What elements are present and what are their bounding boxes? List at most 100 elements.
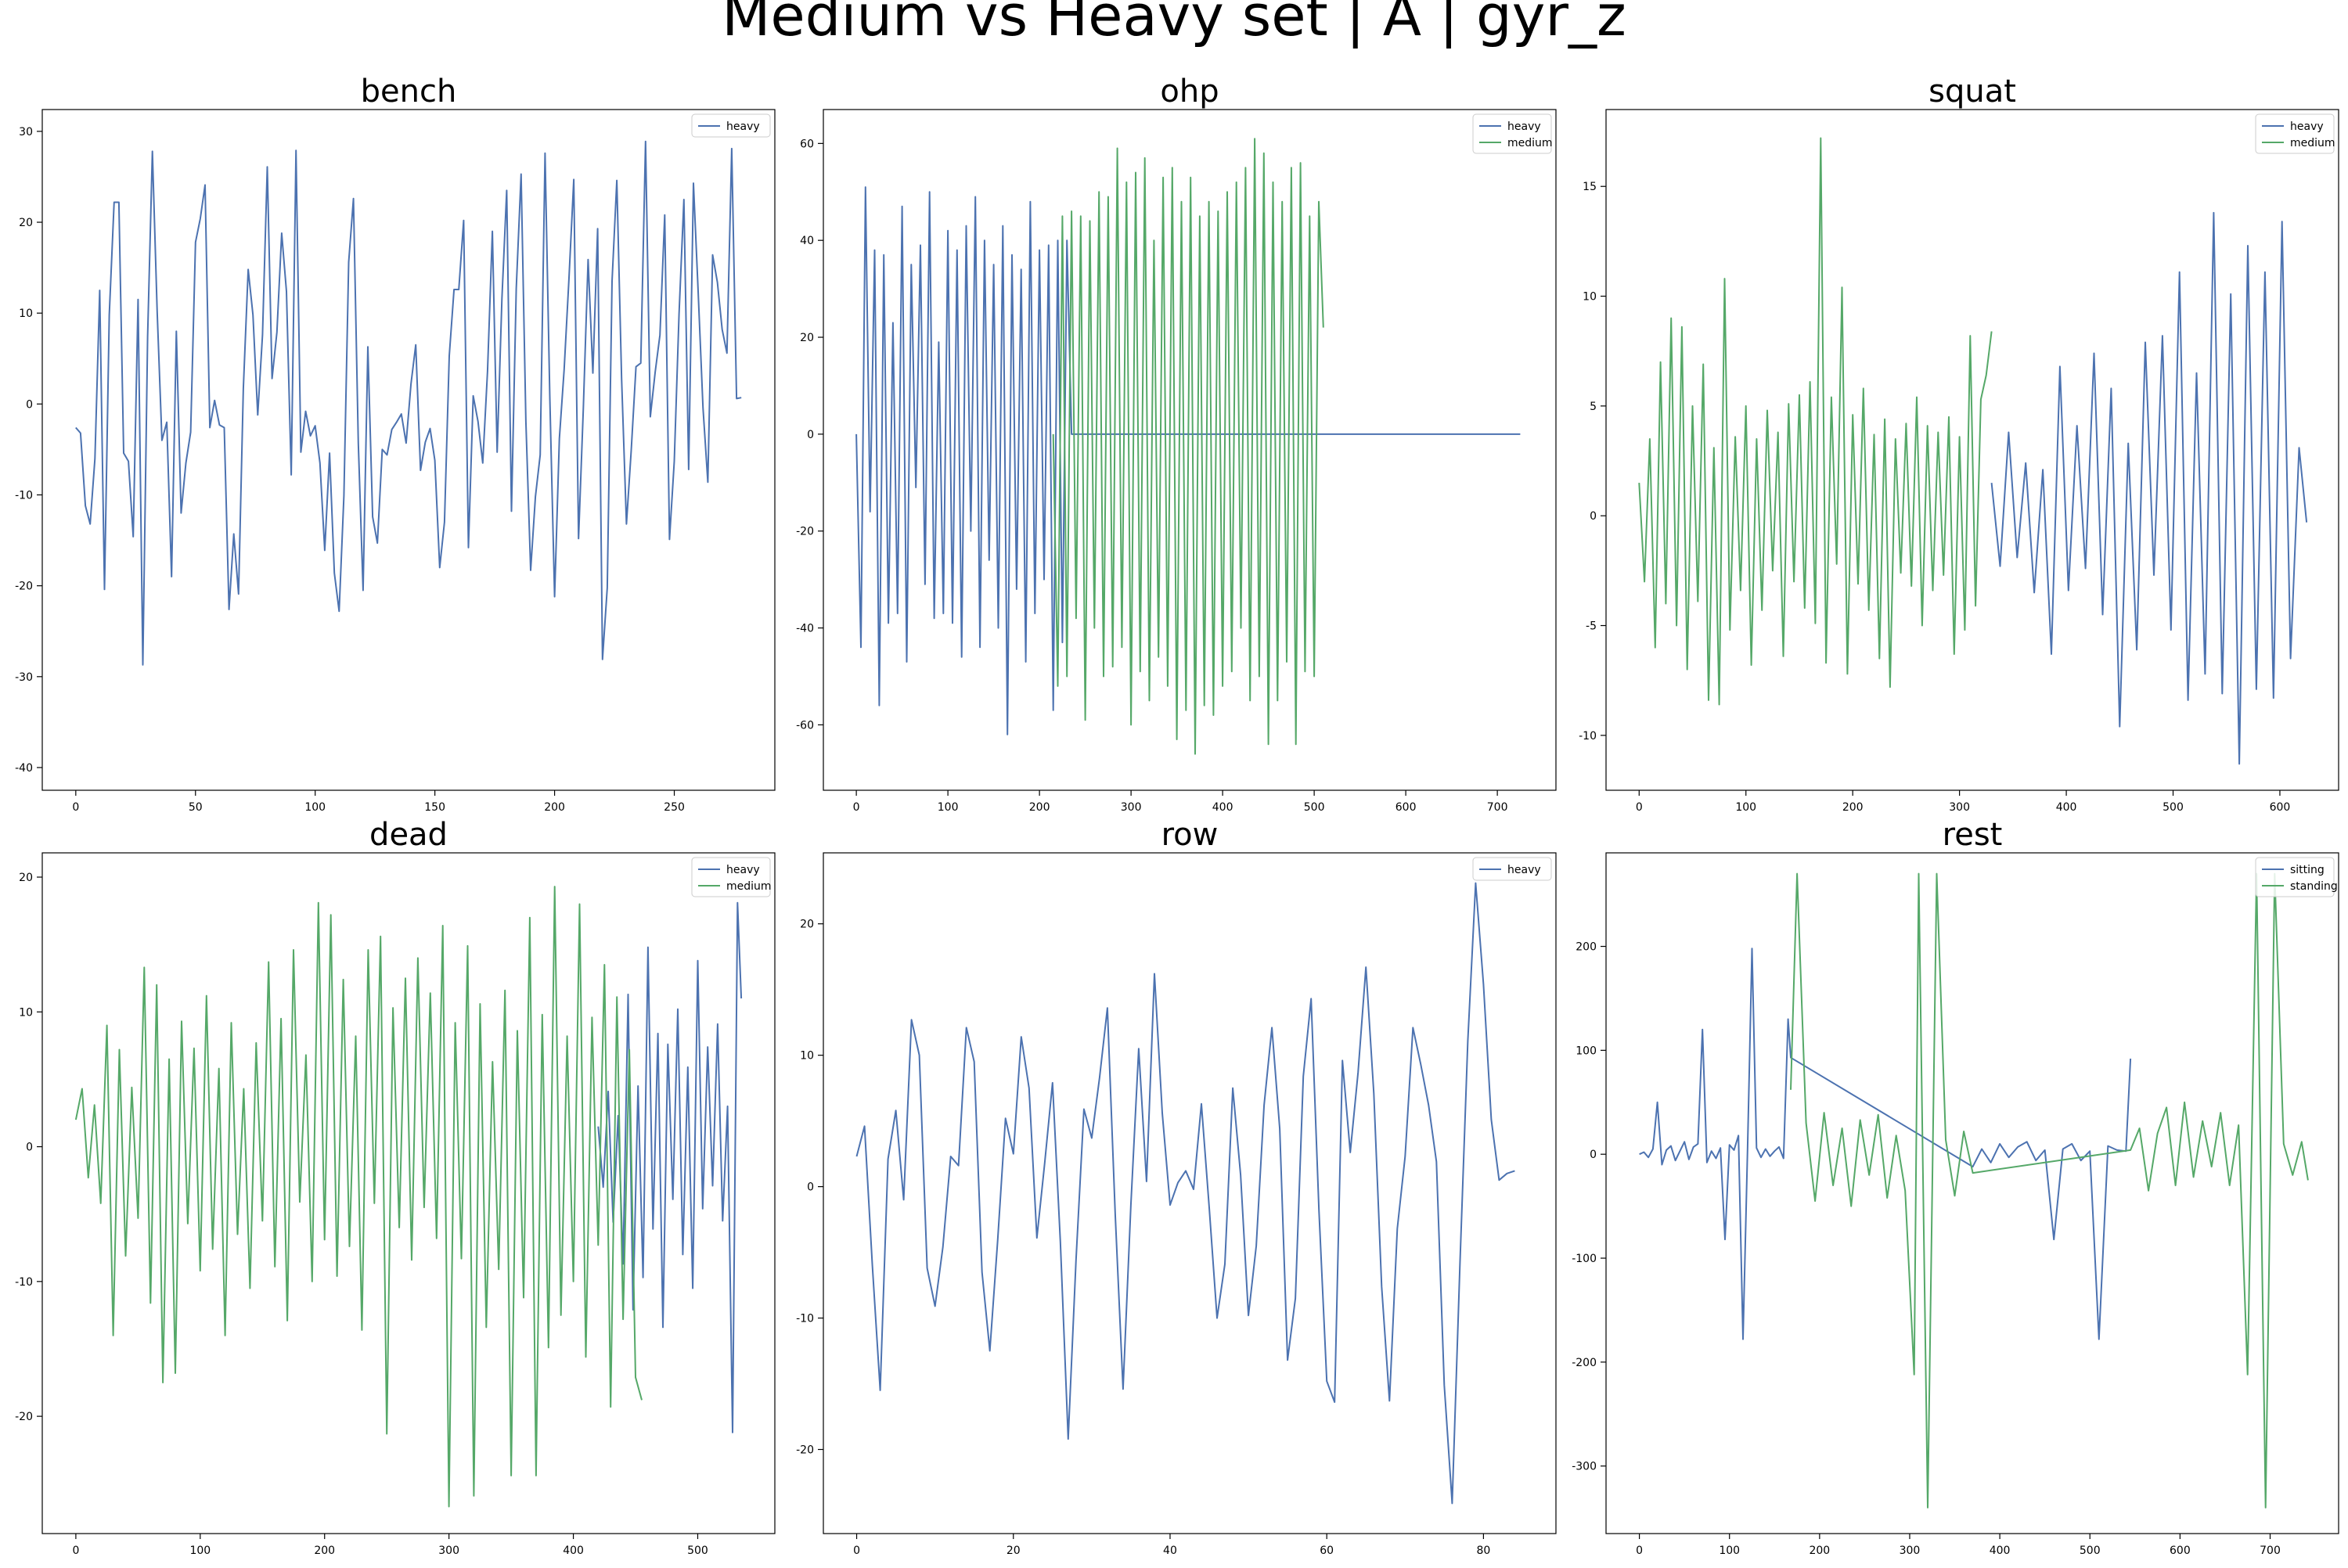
- x-tick-label: 50: [189, 801, 203, 814]
- x-tick-label: 500: [1304, 801, 1325, 814]
- series-line-medium: [74, 886, 643, 1508]
- axes-frame: [41, 852, 776, 1534]
- y-tick-label: -10: [15, 489, 33, 502]
- legend-label: medium: [1507, 137, 1553, 149]
- axes-frame: [1605, 852, 2339, 1534]
- legend: sitting standing: [2255, 857, 2338, 897]
- y-tick-label: 40: [800, 235, 814, 247]
- x-tick-label: 100: [1719, 1545, 1740, 1557]
- legend-label: heavy: [726, 120, 760, 133]
- y-tick-label: 15: [1583, 181, 1597, 193]
- y-tick-label: 0: [1590, 1149, 1597, 1161]
- legend: heavy medium: [2255, 113, 2335, 154]
- x-tick-label: 400: [563, 1545, 584, 1557]
- y-tick-label: -10: [796, 1313, 814, 1325]
- subplot-title: dead: [369, 817, 448, 853]
- x-tick-label: 200: [1029, 801, 1050, 814]
- series-line-heavy: [1990, 211, 2308, 765]
- y-tick-label: -10: [15, 1276, 33, 1289]
- axes-frame: [823, 852, 1557, 1534]
- subplot-dead: dead 0 100 200 300 400 500 -20 -10 0 10 20 heavy medi…: [15, 817, 776, 1557]
- legend-label: medium: [2290, 137, 2335, 149]
- legend-box: [1472, 857, 1552, 881]
- x-tick-label: 200: [314, 1545, 335, 1557]
- y-tick-label: -300: [1572, 1461, 1597, 1473]
- y-tick-label: 5: [1590, 401, 1597, 413]
- x-tick-label: 600: [1395, 801, 1417, 814]
- subplot-title: row: [1161, 817, 1219, 853]
- y-tick-label: 10: [19, 307, 33, 320]
- x-tick-label: 400: [1990, 1545, 2011, 1557]
- y-tick-label: 20: [19, 217, 33, 229]
- x-tick-label: 300: [1949, 801, 1970, 814]
- x-tick-label: 0: [1636, 1545, 1643, 1557]
- y-tick-label: -5: [1586, 620, 1597, 633]
- axes-frame: [823, 109, 1557, 791]
- x-tick-label: 100: [1735, 801, 1756, 814]
- y-tick-label: -20: [796, 526, 814, 538]
- y-tick-label: 10: [19, 1006, 33, 1019]
- y-tick-label: 30: [19, 126, 33, 138]
- x-tick-label: 150: [424, 801, 445, 814]
- y-tick-label: 100: [1576, 1045, 1597, 1057]
- legend-label: heavy: [1507, 120, 1541, 133]
- y-tick-label: 20: [800, 332, 814, 344]
- y-tick-label: 0: [1590, 510, 1597, 523]
- series-line-medium: [1052, 138, 1324, 755]
- series-line-heavy: [75, 140, 742, 666]
- x-tick-label: 700: [2260, 1545, 2281, 1557]
- legend-box: [2255, 113, 2335, 154]
- legend: heavy: [1472, 857, 1552, 881]
- x-tick-label: 100: [189, 1545, 211, 1557]
- legend-label: sitting: [2290, 864, 2325, 876]
- x-tick-label: 500: [2080, 1545, 2101, 1557]
- subplot-title: squat: [1928, 74, 2016, 110]
- subplot-title: ohp: [1160, 74, 1219, 110]
- y-tick-label: -200: [1572, 1357, 1597, 1369]
- subplot-bench: bench 0 50 100 150 200 250 -40 -30 -20 -10 0 10 20 30 h…: [15, 74, 776, 814]
- y-tick-label: -100: [1572, 1253, 1597, 1265]
- figure-title: Medium vs Heavy set | A | gyr_z: [722, 0, 1626, 49]
- series-line-medium: [1638, 137, 1993, 706]
- y-tick-label: -20: [15, 1411, 33, 1423]
- x-tick-label: 20: [1007, 1545, 1021, 1557]
- y-tick-label: -60: [796, 719, 814, 732]
- y-tick-label: 0: [807, 1181, 814, 1194]
- legend-label: heavy: [726, 864, 760, 876]
- x-tick-label: 80: [1476, 1545, 1490, 1557]
- series-line-heavy: [855, 882, 1515, 1505]
- axes-frame: [41, 109, 776, 791]
- subplot-row: row 0 20 40 60 80 -20 -10 0 10 20 heavy: [796, 817, 1557, 1557]
- y-tick-label: -40: [15, 762, 33, 775]
- x-tick-label: 200: [1809, 1545, 1830, 1557]
- y-tick-label: 10: [1583, 291, 1597, 304]
- y-tick-label: 200: [1576, 941, 1597, 954]
- x-tick-label: 600: [2270, 801, 2291, 814]
- legend-box: [691, 857, 771, 897]
- x-tick-label: 0: [72, 801, 79, 814]
- legend-label: heavy: [1507, 864, 1541, 876]
- x-tick-label: 400: [2056, 801, 2077, 814]
- x-tick-label: 700: [1487, 801, 1508, 814]
- legend-box: [691, 113, 771, 138]
- x-tick-label: 250: [664, 801, 685, 814]
- x-tick-label: 300: [1121, 801, 1142, 814]
- x-tick-label: 400: [1212, 801, 1233, 814]
- legend-label: heavy: [2290, 120, 2324, 133]
- x-tick-label: 200: [544, 801, 565, 814]
- x-tick-label: 100: [304, 801, 326, 814]
- y-tick-label: 20: [19, 872, 33, 884]
- x-tick-label: 0: [853, 1545, 860, 1557]
- y-tick-label: 0: [26, 398, 33, 411]
- legend-box: [2255, 857, 2335, 897]
- series-line-standing: [1790, 872, 2309, 1509]
- x-tick-label: 40: [1163, 1545, 1177, 1557]
- y-tick-label: 60: [800, 138, 814, 150]
- x-tick-label: 600: [2170, 1545, 2191, 1557]
- legend-label: standing: [2290, 880, 2338, 893]
- subplot-title: bench: [361, 74, 457, 110]
- y-tick-label: 20: [800, 919, 814, 931]
- legend: heavy medium: [691, 857, 772, 897]
